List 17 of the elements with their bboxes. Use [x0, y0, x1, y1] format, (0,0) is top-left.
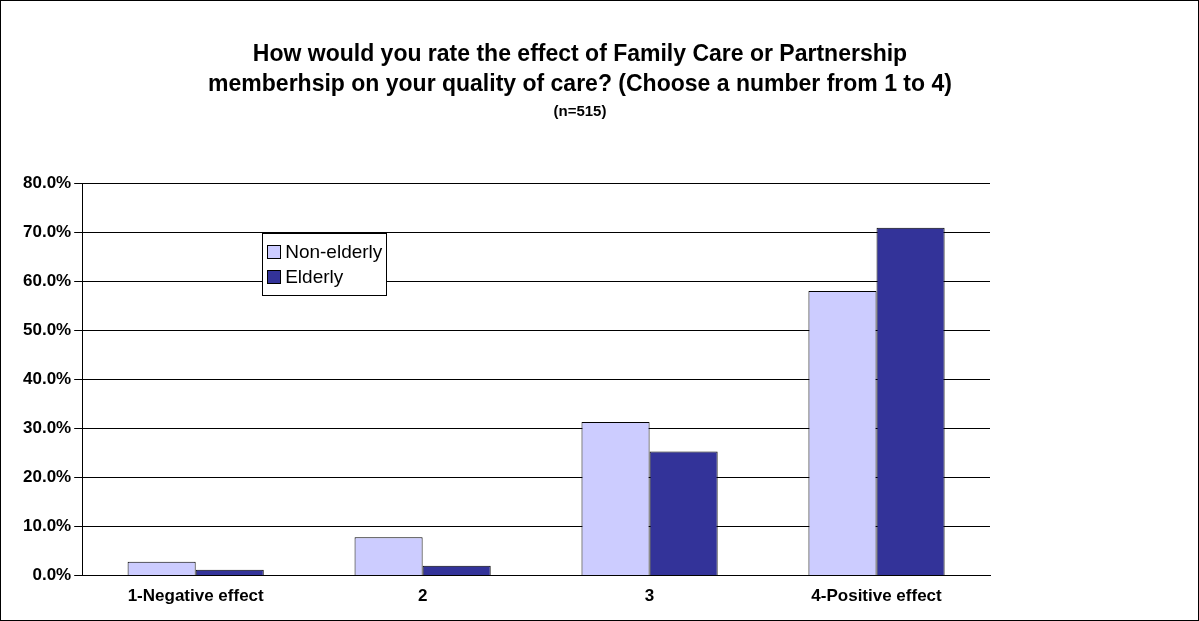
y-tick-label: 30.0%: [23, 418, 72, 438]
chart-subtitle: (n=515): [552, 102, 608, 119]
y-tick-label: 20.0%: [23, 467, 72, 487]
x-tick-label: 2: [417, 586, 428, 606]
y-tick-label: 50.0%: [23, 320, 72, 340]
y-tick-label: 10.0%: [23, 516, 72, 536]
y-tick-label: 0.0%: [32, 565, 72, 585]
y-tick-label: 80.0%: [23, 172, 72, 192]
x-tick-label: 4-Positive effect: [811, 586, 943, 606]
chart-title: How would you rate the effect of Family Care or Partnership memberhsip on your quality of care? (Choose a number from 1 to 4): [207, 39, 953, 98]
y-tick-label: 40.0%: [23, 369, 72, 389]
x-tick-label: 1-Negative effect: [127, 586, 265, 606]
y-tick-label: 70.0%: [23, 221, 72, 241]
legend-label: Elderly: [285, 266, 344, 289]
y-tick-label: 60.0%: [23, 270, 72, 290]
legend-label: Non-elderly: [285, 241, 383, 264]
x-tick-label: 3: [644, 586, 655, 606]
